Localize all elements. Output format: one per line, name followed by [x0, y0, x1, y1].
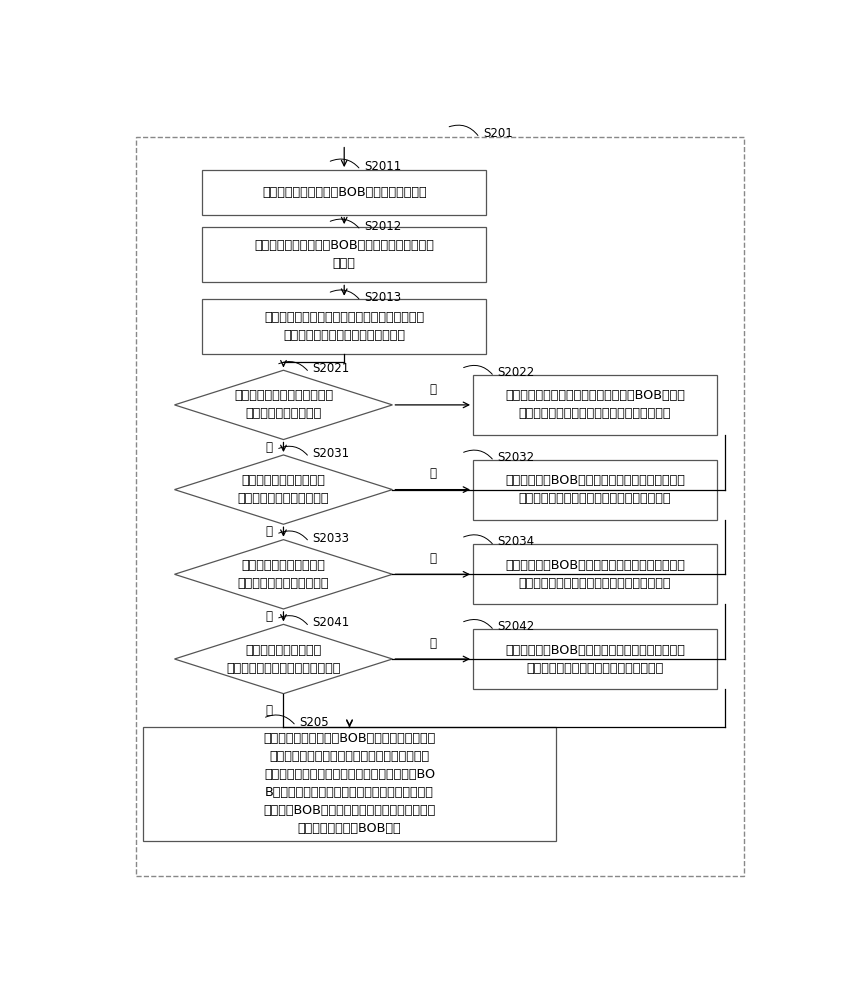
- Text: 调节激励光源的光功率，直至所述第一BOB设备的
输出信号的光功率在预设的标准光功率范围内: 调节激励光源的光功率，直至所述第一BOB设备的 输出信号的光功率在预设的标准光功…: [505, 389, 685, 420]
- Text: S2013: S2013: [364, 291, 401, 304]
- Text: 调节所述第一BOB设备的粗调消光比校准参数，直
至所述消光比在预设的第一标准消光比范围内: 调节所述第一BOB设备的粗调消光比校准参数，直 至所述消光比在预设的第一标准消光…: [505, 474, 685, 505]
- Text: 判断所述工作电流值是否在预
设的标准电流值范围内: 判断所述工作电流值是否在预 设的标准电流值范围内: [234, 389, 333, 420]
- Polygon shape: [175, 370, 393, 440]
- Text: S205: S205: [299, 716, 329, 729]
- Text: 否: 否: [429, 552, 436, 565]
- Text: 调节所述第一BOB设备的微调消光比校准参数，直
至所述消光比在预设的标准消光比范围内: 调节所述第一BOB设备的微调消光比校准参数，直 至所述消光比在预设的标准消光比范…: [505, 644, 685, 674]
- Text: S2041: S2041: [313, 616, 350, 629]
- Text: 否: 否: [429, 383, 436, 396]
- FancyBboxPatch shape: [202, 170, 486, 215]
- FancyBboxPatch shape: [473, 375, 717, 435]
- Polygon shape: [175, 624, 393, 694]
- Text: S2022: S2022: [498, 366, 535, 379]
- Text: 根据预设的眼图图像提取算法，提取所述眼图图
像数据包含的消光比以及眼图交叉比: 根据预设的眼图图像提取算法，提取所述眼图图 像数据包含的消光比以及眼图交叉比: [264, 311, 424, 342]
- Text: S2033: S2033: [313, 532, 349, 545]
- Text: 是: 是: [266, 704, 273, 717]
- Text: 调节所述第一BOB设备的微调消光比校准参数，直
至所述消光比在预设的第二标准消光比范围内: 调节所述第一BOB设备的微调消光比校准参数，直 至所述消光比在预设的第二标准消光…: [505, 559, 685, 590]
- Text: 判断所述眼图交叉比是
否在预设的标准眼图交叉比范围内: 判断所述眼图交叉比是 否在预设的标准眼图交叉比范围内: [227, 644, 341, 674]
- Text: S2032: S2032: [498, 451, 534, 464]
- Text: S2031: S2031: [313, 447, 349, 460]
- Text: 判断所述消光比是否在预
设的第二标准消光比范围内: 判断所述消光比是否在预 设的第二标准消光比范围内: [238, 559, 329, 590]
- Text: 是: 是: [266, 610, 273, 623]
- Text: 获取待校准的所述第一BOB设备的工作电流值: 获取待校准的所述第一BOB设备的工作电流值: [262, 186, 427, 199]
- Text: 否: 否: [429, 637, 436, 650]
- Text: S2021: S2021: [313, 362, 350, 375]
- FancyBboxPatch shape: [143, 727, 556, 841]
- FancyBboxPatch shape: [473, 460, 717, 520]
- Polygon shape: [175, 455, 393, 524]
- Text: S201: S201: [483, 127, 513, 140]
- Text: 是: 是: [266, 441, 273, 454]
- Text: 判断所述消光比是否在预
设的第一标准消光比范围内: 判断所述消光比是否在预 设的第一标准消光比范围内: [238, 474, 329, 505]
- Text: S2011: S2011: [364, 160, 401, 173]
- Text: 提取校准后的所述第一BOB设备输出信号的性能
参数，将所述性能参数与预设的标准性能参数进
行比较，根据比较结果判断校准后的所述第一BO
B设备是否处于额定工作状: 提取校准后的所述第一BOB设备输出信号的性能 参数，将所述性能参数与预设的标准性…: [263, 732, 435, 835]
- FancyBboxPatch shape: [202, 299, 486, 354]
- Text: S2034: S2034: [498, 535, 534, 548]
- Text: 是: 是: [266, 525, 273, 538]
- FancyBboxPatch shape: [473, 544, 717, 604]
- FancyBboxPatch shape: [202, 227, 486, 282]
- Text: 获取待校准的所述第一BOB设备输出信号的眼图图
像数据: 获取待校准的所述第一BOB设备输出信号的眼图图 像数据: [254, 239, 435, 270]
- FancyBboxPatch shape: [473, 629, 717, 689]
- Text: 否: 否: [429, 467, 436, 480]
- Polygon shape: [175, 540, 393, 609]
- Text: S2042: S2042: [498, 620, 535, 633]
- Text: S2012: S2012: [364, 220, 401, 233]
